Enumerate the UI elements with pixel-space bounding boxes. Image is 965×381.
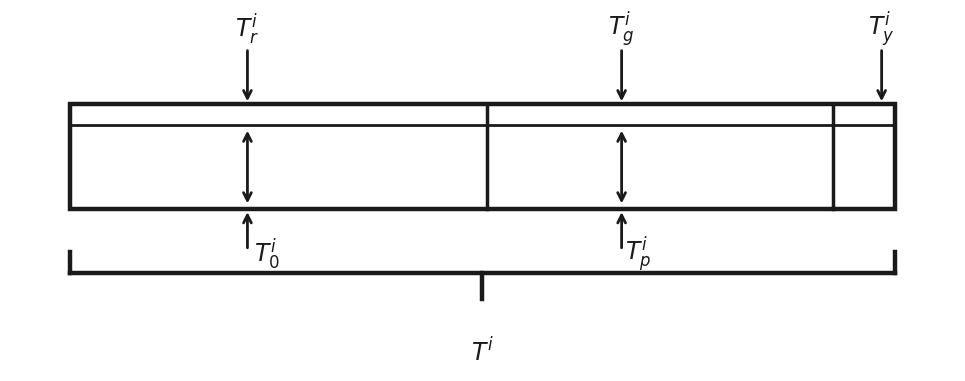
Text: $T^i$: $T^i$ xyxy=(471,338,494,366)
Text: $T_r^i$: $T_r^i$ xyxy=(235,11,260,47)
Text: $T_p^i$: $T_p^i$ xyxy=(625,234,651,274)
Text: $T_g^i$: $T_g^i$ xyxy=(609,9,635,49)
Bar xyxy=(69,104,896,209)
Text: $T_y^i$: $T_y^i$ xyxy=(868,9,895,49)
Text: $T_0^i$: $T_0^i$ xyxy=(254,237,280,272)
